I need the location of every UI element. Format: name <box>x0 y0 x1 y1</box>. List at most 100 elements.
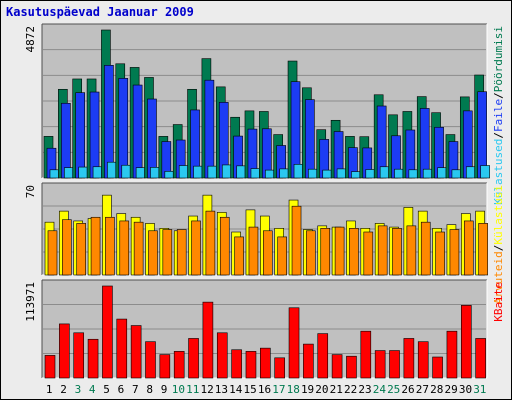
bar-sites-day-27 <box>420 221 431 276</box>
bar-pages-day-22 <box>351 171 361 179</box>
bar-kbytes-day-19 <box>303 343 314 379</box>
bar-kbytes-day-10 <box>173 351 185 379</box>
bar-files-day-19 <box>305 99 315 179</box>
bar-pages-day-27 <box>422 168 433 179</box>
bar-pages-day-17 <box>279 168 289 179</box>
chart-title: Kasutuspäevad Jaanuar 2009 <box>6 5 194 19</box>
bar-kbytes-day-27 <box>417 341 429 379</box>
top-legend: Külastused/Faile/Pöördumisi <box>492 26 505 205</box>
bar-pages-day-11 <box>193 165 203 179</box>
bottom-legend-entry: KBaite <box>492 282 505 322</box>
x-tick-label-day-11: 11 <box>186 383 199 396</box>
x-tick-label-day-26: 26 <box>401 383 414 396</box>
middle-legend-entry: Külastusi <box>492 185 505 245</box>
bar-sites-day-1 <box>47 230 58 276</box>
x-tick-label-day-2: 2 <box>60 383 67 396</box>
bar-kbytes-day-17 <box>274 357 285 379</box>
bar-kbytes-day-23 <box>360 330 372 379</box>
x-tick-label-day-13: 13 <box>215 383 228 396</box>
bar-files-day-2 <box>61 102 71 179</box>
bar-kbytes-day-7 <box>130 325 142 379</box>
bar-pages-day-5 <box>107 161 117 179</box>
bar-files-day-31 <box>477 91 487 179</box>
top-legend-separator: / <box>492 132 505 139</box>
bar-sites-day-15 <box>248 226 259 276</box>
x-tick-label-day-3: 3 <box>75 383 82 396</box>
bar-sites-day-7 <box>133 221 144 276</box>
bar-sites-day-3 <box>76 223 87 276</box>
top-legend-separator: / <box>492 92 505 99</box>
bar-kbytes-day-12 <box>202 301 214 379</box>
bar-kbytes-day-18 <box>288 307 300 379</box>
bar-sites-day-10 <box>176 229 187 276</box>
bar-sites-day-20 <box>320 228 331 276</box>
bar-kbytes-day-5 <box>102 285 113 379</box>
bar-sites-day-6 <box>119 220 130 276</box>
bar-kbytes-day-2 <box>59 323 70 379</box>
bar-pages-day-12 <box>207 165 218 179</box>
bar-sites-day-13 <box>219 216 230 276</box>
bar-kbytes-day-11 <box>188 338 199 379</box>
bar-sites-day-19 <box>306 230 316 276</box>
bar-kbytes-day-25 <box>389 350 400 379</box>
bar-files-day-12 <box>204 79 215 179</box>
bar-kbytes-day-3 <box>73 332 85 379</box>
x-tick-label-day-24: 24 <box>373 383 387 396</box>
bar-kbytes-day-16 <box>260 347 271 379</box>
bar-sites-day-16 <box>263 230 273 276</box>
bar-sites-day-23 <box>363 231 374 276</box>
x-tick-label-day-17: 17 <box>272 383 285 396</box>
bar-kbytes-day-15 <box>245 351 257 379</box>
bar-sites-day-18 <box>291 205 302 276</box>
middle-legend: Arvuteid/Külastusi <box>492 185 505 304</box>
bar-files-day-8 <box>147 98 157 179</box>
bar-files-day-5 <box>104 64 114 179</box>
x-tick-label-day-12: 12 <box>200 383 213 396</box>
bar-pages-day-28 <box>437 167 447 179</box>
top-legend-entry: Pöördumisi <box>492 26 505 92</box>
bar-pages-day-20 <box>322 169 333 179</box>
bar-sites-day-5 <box>105 216 115 276</box>
bar-kbytes-day-1 <box>44 355 56 379</box>
bar-sites-day-4 <box>90 216 101 276</box>
bar-sites-day-9 <box>162 229 173 276</box>
bar-files-day-6 <box>118 78 129 179</box>
bar-kbytes-day-28 <box>432 356 443 379</box>
x-tick-label-day-30: 30 <box>459 383 472 396</box>
x-tick-label-day-18: 18 <box>287 383 300 396</box>
bar-sites-day-24 <box>377 225 388 276</box>
bar-kbytes-day-21 <box>331 354 343 379</box>
bar-pages-day-18 <box>293 164 304 179</box>
bar-kbytes-day-9 <box>159 354 171 379</box>
bar-pages-day-7 <box>135 167 146 179</box>
bar-pages-day-10 <box>178 165 189 179</box>
x-tick-label-day-15: 15 <box>244 383 257 396</box>
bar-pages-day-30 <box>465 166 476 179</box>
bar-pages-day-3 <box>78 166 89 179</box>
bar-kbytes-day-14 <box>231 349 242 379</box>
bar-files-day-3 <box>75 92 86 179</box>
bar-sites-day-29 <box>449 229 460 276</box>
x-tick-label-day-10: 10 <box>172 383 185 396</box>
bar-sites-day-2 <box>62 219 72 276</box>
x-tick-label-day-5: 5 <box>103 383 110 396</box>
bar-pages-day-14 <box>236 165 246 179</box>
x-tick-label-day-22: 22 <box>344 383 357 396</box>
bar-kbytes-day-6 <box>116 318 128 379</box>
bar-kbytes-day-22 <box>346 355 357 379</box>
bar-sites-day-22 <box>349 228 359 276</box>
bar-kbytes-day-8 <box>145 341 156 379</box>
bar-pages-day-29 <box>451 169 462 179</box>
x-tick-label-day-7: 7 <box>132 383 139 396</box>
x-tick-label-day-21: 21 <box>330 383 343 396</box>
bar-pages-day-4 <box>92 166 103 179</box>
bar-pages-day-23 <box>365 169 376 179</box>
top-legend-entry: Külastused <box>492 139 505 205</box>
middle-legend-entry: Arvuteid <box>492 251 505 304</box>
bar-pages-day-25 <box>394 168 404 179</box>
bar-files-day-7 <box>132 84 143 179</box>
x-tick-label-day-25: 25 <box>387 383 400 396</box>
bar-pages-day-2 <box>64 167 74 179</box>
x-tick-label-day-28: 28 <box>430 383 443 396</box>
x-tick-label-day-6: 6 <box>118 383 125 396</box>
